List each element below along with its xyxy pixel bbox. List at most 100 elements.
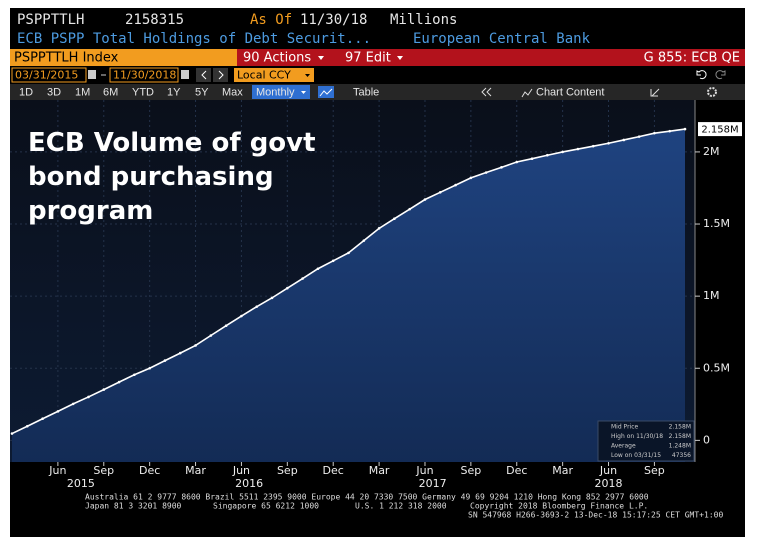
point xyxy=(102,388,106,391)
redo-icon[interactable] xyxy=(715,70,726,80)
footer-line: U.S. 1 212 318 2000 xyxy=(355,502,447,511)
page-code: G 855: ECB QE xyxy=(644,51,740,66)
chart: 2.158M 0 0.5M 1M 1.5M 2M Jun Sep Dec Mar Jun Sep Dec… xyxy=(10,100,742,490)
point xyxy=(362,239,366,242)
point xyxy=(270,296,274,300)
settings-icon[interactable] xyxy=(707,87,717,97)
chart-content[interactable]: Chart Content xyxy=(536,86,604,98)
x-tick-label: Sep xyxy=(277,464,298,477)
last-value-label: 2.158M xyxy=(701,125,738,136)
point xyxy=(255,305,259,308)
y-tick-label: 2M xyxy=(703,145,720,158)
end-date-box[interactable] xyxy=(109,67,179,83)
point xyxy=(377,227,381,230)
frequency[interactable]: Monthly xyxy=(256,86,295,98)
x-tick-label: Mar xyxy=(369,464,390,477)
year-label: 2015 xyxy=(67,477,95,490)
point xyxy=(41,417,44,421)
range-button[interactable]: 1Y xyxy=(167,86,181,98)
point xyxy=(653,131,656,135)
last-value-box xyxy=(698,122,742,137)
range-button[interactable]: 1M xyxy=(75,86,90,98)
footer-line: Australia 61 2 9777 8600 Brazil 5511 239… xyxy=(85,493,649,502)
x-tick-label: Jun xyxy=(415,464,433,477)
range-button[interactable]: 6M xyxy=(103,86,118,98)
point xyxy=(56,410,60,413)
point xyxy=(622,138,626,142)
point xyxy=(194,344,197,347)
point xyxy=(301,277,304,280)
x-tick-label: Dec xyxy=(506,464,527,477)
x-tick-label: Jun xyxy=(599,464,617,477)
chart-type-icon[interactable] xyxy=(318,86,334,98)
next-button[interactable] xyxy=(213,68,228,82)
point xyxy=(25,424,29,428)
point xyxy=(546,153,549,157)
dropdown-arrow xyxy=(301,91,306,94)
toolbar xyxy=(10,84,745,100)
year-label: 2017 xyxy=(419,477,447,490)
actions-menu[interactable]: 90 Actions xyxy=(243,51,311,66)
range-button[interactable]: Max xyxy=(222,86,243,98)
point xyxy=(561,150,564,154)
area xyxy=(12,129,685,462)
footer-line: Singapore 65 6212 1000 xyxy=(213,502,319,511)
point xyxy=(500,166,503,169)
point xyxy=(10,432,14,435)
point xyxy=(484,171,488,174)
y-tick-label: 0.5M xyxy=(703,361,730,374)
stat-label: Mid Price xyxy=(611,424,639,431)
point xyxy=(591,144,595,148)
start-date-box[interactable] xyxy=(11,67,87,83)
currency-box[interactable] xyxy=(234,68,314,82)
currency[interactable]: Local CCY xyxy=(237,69,291,82)
stat-label: Low on 03/31/15 xyxy=(611,452,661,459)
next-arrow xyxy=(218,70,224,80)
calendar-icon[interactable] xyxy=(88,70,96,79)
annotate-icon[interactable] xyxy=(650,88,660,97)
start-date[interactable]: 03/31/2015 xyxy=(15,69,78,82)
point xyxy=(316,267,320,271)
range-button[interactable]: 5Y xyxy=(195,86,209,98)
point xyxy=(683,127,687,131)
range-button[interactable]: 3D xyxy=(47,86,61,98)
point xyxy=(240,314,243,318)
frequency-box[interactable] xyxy=(252,85,310,99)
edit-menu[interactable]: 97 Edit xyxy=(345,51,391,66)
x-tick-label: Dec xyxy=(139,464,160,477)
point xyxy=(209,334,213,337)
prev-button[interactable] xyxy=(196,68,211,82)
x-tick-label: Sep xyxy=(644,464,665,477)
point xyxy=(133,373,136,377)
footer-line: Japan 81 3 3201 8900 xyxy=(85,502,182,511)
collapse-icon[interactable] xyxy=(481,87,492,97)
menu-bar xyxy=(237,49,745,66)
range-button[interactable]: YTD xyxy=(132,86,154,98)
point xyxy=(530,157,534,160)
point xyxy=(148,366,151,370)
undo-icon[interactable] xyxy=(696,70,707,80)
y-tick-label: 0 xyxy=(703,433,710,446)
as-of-label: As Of xyxy=(250,12,292,28)
x-tick-label: Sep xyxy=(93,464,114,477)
table-button[interactable]: Table xyxy=(353,86,379,98)
end-date[interactable]: 11/30/2018 xyxy=(113,69,176,82)
point xyxy=(163,359,167,362)
range-buttons: 1D 3D 1M 6M YTD 1Y 5Y Max xyxy=(19,86,243,98)
year-label: 2016 xyxy=(235,477,263,490)
security[interactable]: PSPPTTLH Index xyxy=(14,51,119,66)
range-button[interactable]: 1D xyxy=(19,86,33,98)
dropdown-arrow xyxy=(318,56,324,60)
point xyxy=(178,351,182,355)
dropdown-arrow xyxy=(397,56,403,60)
ticker: PSPPTTLH xyxy=(17,12,84,28)
point xyxy=(331,259,335,263)
point xyxy=(224,324,228,328)
calendar-icon[interactable] xyxy=(181,70,189,79)
x-tick-label: Jun xyxy=(48,464,66,477)
y-tick-label: 1.5M xyxy=(703,217,730,230)
stats-box xyxy=(597,420,695,462)
point xyxy=(637,135,641,138)
x-tick-label: Dec xyxy=(323,464,344,477)
